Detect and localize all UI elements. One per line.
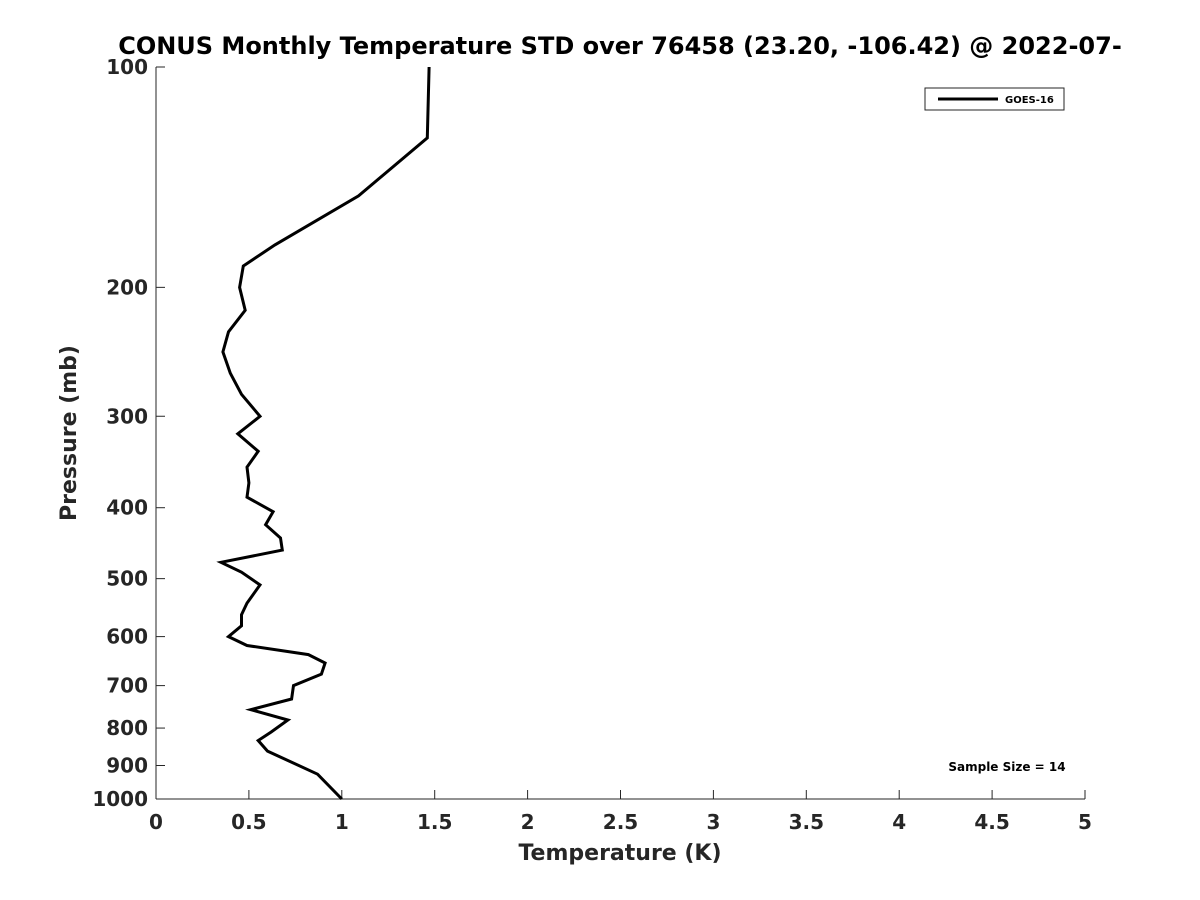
y-tick-label: 300 [106, 404, 148, 428]
plot-area [155, 67, 1085, 800]
y-axis-ticks: 100 200 300 400 500 600 700 800 900 1000 [92, 55, 165, 811]
legend: GOES-16 [924, 87, 1065, 111]
y-tick-label: 400 [106, 496, 148, 520]
y-tick-label: 900 [106, 754, 148, 778]
y-tick-label: 100 [106, 55, 148, 79]
y-tick-label: 200 [106, 275, 148, 299]
x-tick-label: 0 [149, 810, 163, 834]
sample-size-annotation: Sample Size = 14 [948, 760, 1065, 774]
y-tick-label: 800 [106, 716, 148, 740]
x-tick-label: 4.5 [974, 810, 1009, 834]
x-axis-label: Temperature (K) [518, 841, 721, 866]
y-tick-label: 500 [106, 567, 148, 591]
x-tick-label: 2 [521, 810, 535, 834]
y-tick-label: 600 [106, 625, 148, 649]
series-line-goes-16 [216, 66, 431, 801]
y-axis-label: Pressure (mb) [57, 345, 82, 521]
x-tick-label: 5 [1078, 810, 1092, 834]
x-tick-label: 4 [892, 810, 906, 834]
x-tick-label: 1 [335, 810, 349, 834]
legend-label: GOES-16 [1005, 95, 1054, 106]
chart-title: CONUS Monthly Temperature STD over 76458… [118, 32, 1122, 60]
x-tick-label: 3.5 [789, 810, 824, 834]
x-axis-ticks: 0 0.5 1 1.5 2 2.5 3 3.5 4 4.5 5 [149, 790, 1092, 834]
x-tick-label: 0.5 [231, 810, 266, 834]
x-tick-label: 2.5 [603, 810, 638, 834]
y-tick-label: 1000 [92, 787, 148, 811]
x-tick-label: 1.5 [417, 810, 452, 834]
y-tick-label: 700 [106, 674, 148, 698]
x-tick-label: 3 [706, 810, 720, 834]
